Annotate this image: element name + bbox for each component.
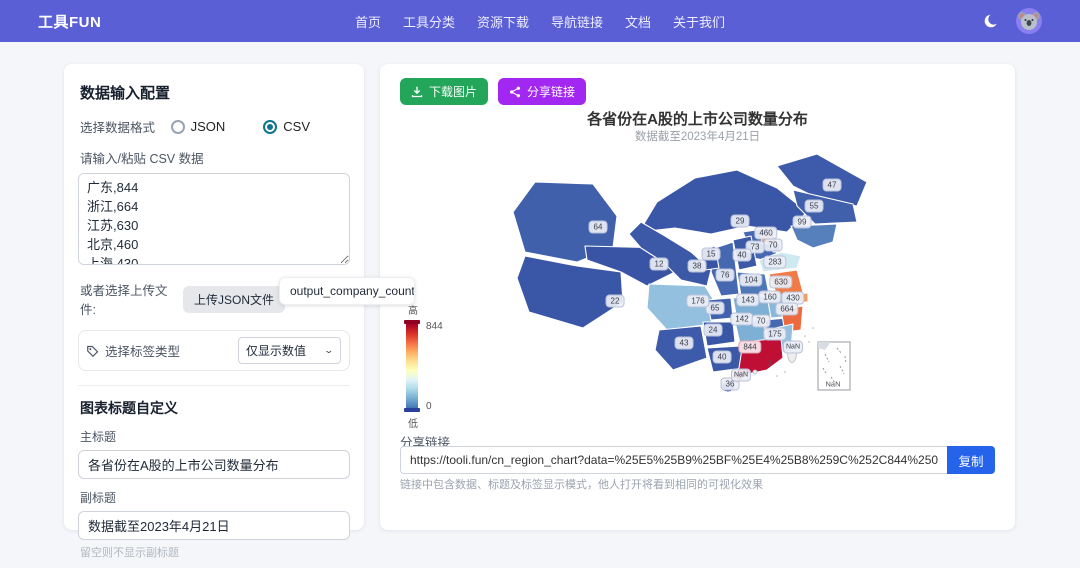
format-label: 选择数据格式 bbox=[80, 121, 156, 135]
share-icon bbox=[509, 86, 521, 97]
nav-item-home[interactable]: 首页 bbox=[354, 14, 381, 30]
map-label-广东: 844 bbox=[738, 340, 762, 354]
map-label-甘肃: 38 bbox=[687, 259, 707, 273]
coastal-islets bbox=[776, 327, 814, 377]
main-title-input[interactable] bbox=[78, 450, 350, 479]
main-title-label: 主标题 bbox=[80, 430, 117, 444]
map-label-吉林: 55 bbox=[804, 199, 824, 213]
download-image-label: 下载图片 bbox=[429, 85, 478, 99]
nav-item-categories[interactable]: 工具分类 bbox=[402, 14, 455, 30]
map-label-西藏: 22 bbox=[605, 294, 625, 308]
map-label-新疆: 64 bbox=[588, 220, 608, 234]
divider bbox=[78, 385, 350, 386]
tag-icon bbox=[87, 345, 99, 357]
map-chart-title: 各省份在A股的上市公司数量分布 bbox=[587, 111, 808, 128]
radio-csv[interactable]: CSV bbox=[263, 119, 310, 134]
map-label-浙江: 664 bbox=[775, 302, 799, 316]
map-label-湖南: 142 bbox=[730, 312, 754, 326]
map-label-陕西: 76 bbox=[715, 268, 735, 282]
share-link-label: 分享链接 bbox=[527, 85, 576, 99]
map-label-贵州: 24 bbox=[703, 323, 723, 337]
map-label-黑龙江: 47 bbox=[822, 178, 842, 192]
map-label-江西: 70 bbox=[751, 314, 771, 328]
upload-label: 或者选择上传文件: bbox=[80, 284, 168, 317]
subtitle-label: 副标题 bbox=[80, 491, 117, 505]
map-label-澳门: 2 bbox=[767, 358, 773, 368]
legend-min-value: 0 bbox=[426, 401, 432, 412]
map-label-江苏: 630 bbox=[769, 275, 793, 289]
radio-csv-dot[interactable] bbox=[263, 119, 278, 134]
nav-item-downloads[interactable]: 资源下载 bbox=[476, 14, 529, 30]
top-navbar: 工具FUN 首页 工具分类 资源下载 导航链接 文档 关于我们 bbox=[0, 0, 1080, 42]
koala-icon bbox=[1018, 12, 1040, 30]
radio-json-label: JSON bbox=[190, 119, 226, 134]
label-type-select[interactable]: 仅显示数值 ⌄ bbox=[238, 337, 341, 364]
map-label-福建: 175 bbox=[763, 327, 787, 341]
csv-input-label: 请输入/粘贴 CSV 数据 bbox=[80, 152, 204, 166]
nav-item-about[interactable]: 关于我们 bbox=[673, 14, 726, 30]
map-label-overlay: 64 22 12 38 15 29 47 55 99 460 70 73 40 283 104 76 630 16… bbox=[425, 144, 905, 434]
map-label-广西: 40 bbox=[712, 350, 732, 364]
nav-item-docs[interactable]: 文档 bbox=[625, 14, 652, 30]
map-label-上海: 430 bbox=[781, 291, 805, 305]
map-label-南海诸岛: NaN bbox=[825, 379, 841, 389]
map-label-宁夏: 15 bbox=[701, 247, 721, 261]
nav-item-links[interactable]: 导航链接 bbox=[551, 14, 604, 30]
legend-bottom-cap bbox=[404, 408, 420, 412]
uploaded-filename-chip[interactable]: output_company_count_by bbox=[279, 277, 415, 305]
app-logo[interactable]: 工具FUN bbox=[38, 13, 102, 31]
subtitle-hint: 留空则不显示副标题 bbox=[80, 547, 179, 559]
copy-button[interactable]: 复制 bbox=[947, 446, 995, 474]
label-type-value: 仅显示数值 bbox=[246, 344, 307, 358]
panel-title: 数据输入配置 bbox=[80, 85, 171, 102]
map-label-重庆: 65 bbox=[705, 301, 725, 315]
radio-json-dot[interactable] bbox=[170, 119, 185, 134]
map-preview-panel: 下载图片 分享链接 各省份在A股的上市公司数量分布 数据截至2023年4月21日 bbox=[380, 64, 1015, 530]
map-label-青海: 12 bbox=[649, 257, 669, 271]
map-label-云南: 43 bbox=[674, 336, 694, 350]
map-label-内蒙古: 29 bbox=[730, 214, 750, 228]
user-avatar[interactable] bbox=[1016, 8, 1042, 34]
map-label-四川: 176 bbox=[686, 294, 710, 308]
csv-data-textarea[interactable]: 广东,844 浙江,664 江苏,630 北京,460 上海,430 山东,28… bbox=[78, 173, 350, 265]
map-label-山西: 40 bbox=[732, 248, 752, 262]
radio-json[interactable]: JSON bbox=[170, 119, 226, 134]
download-icon bbox=[411, 86, 423, 97]
main-nav: 首页 工具分类 资源下载 导航链接 文档 关于我们 bbox=[355, 12, 725, 31]
map-label-辽宁: 99 bbox=[792, 215, 812, 229]
map-label-河南: 104 bbox=[739, 273, 763, 287]
map-label-天津: 70 bbox=[763, 238, 783, 252]
subtitle-input[interactable] bbox=[78, 511, 350, 540]
legend-high-label: 高 bbox=[408, 306, 418, 317]
share-url-input[interactable] bbox=[400, 446, 947, 474]
map-label-香港: NaN bbox=[730, 368, 752, 382]
legend-top-cap bbox=[404, 320, 420, 324]
map-label-湖北: 143 bbox=[736, 293, 760, 307]
label-type-label: 选择标签类型 bbox=[105, 345, 181, 359]
share-link-button[interactable]: 分享链接 bbox=[498, 78, 587, 105]
label-type-box: 选择标签类型 仅显示数值 ⌄ bbox=[78, 330, 350, 371]
map-label-台湾: NaN bbox=[782, 340, 804, 354]
download-image-button[interactable]: 下载图片 bbox=[400, 78, 489, 105]
legend-gradient-bar bbox=[406, 324, 418, 408]
upload-json-button[interactable]: 上传JSON文件 bbox=[183, 285, 286, 313]
legend-max-value: 844 bbox=[426, 321, 443, 332]
chevron-down-icon: ⌄ bbox=[323, 345, 335, 355]
share-hint: 链接中包含数据、标题及标签显示模式，他人打开将看到相同的可视化效果 bbox=[400, 479, 763, 491]
dark-mode-moon-icon[interactable] bbox=[982, 12, 1000, 30]
data-input-panel: 数据输入配置 选择数据格式 JSON CSV 请输入/粘贴 CSV 数据 广东,… bbox=[64, 64, 415, 559]
map-chart-subtitle: 数据截至2023年4月21日 bbox=[634, 131, 761, 143]
radio-csv-label: CSV bbox=[283, 119, 310, 134]
south-china-sea-inset bbox=[817, 341, 851, 391]
chart-title-section: 图表标题自定义 bbox=[80, 400, 178, 416]
color-scale-legend: 高 844 0 低 bbox=[404, 302, 454, 430]
map-label-山东: 283 bbox=[763, 255, 787, 269]
china-choropleth-map[interactable]: 64 22 12 38 15 29 47 55 99 460 70 73 40 283 104 76 630 16… bbox=[425, 144, 905, 434]
legend-low-label: 低 bbox=[408, 419, 418, 430]
